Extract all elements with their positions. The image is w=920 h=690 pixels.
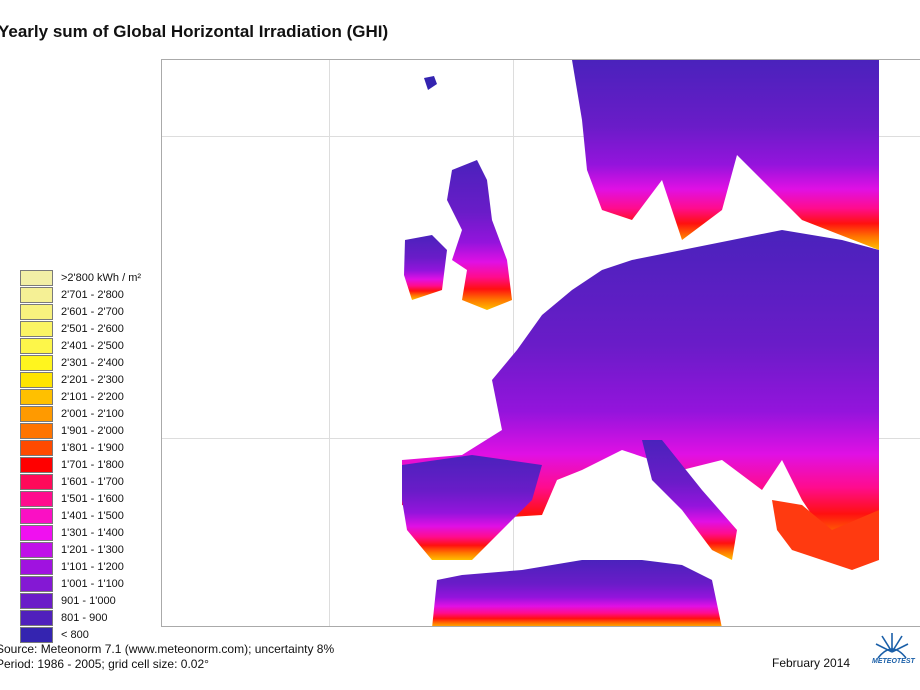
legend-swatch [20,491,53,507]
legend-item: 1'601 - 1'700 [20,474,160,491]
legend-item: < 800 [20,627,160,644]
legend-item: 1'701 - 1'800 [20,457,160,474]
legend-label: 2'101 - 2'200 [61,391,124,403]
legend-label: < 800 [61,629,89,641]
legend-label: >2'800 kWh / m² [61,272,142,284]
legend-item: 1'501 - 1'600 [20,491,160,508]
legend-item: >2'800 kWh / m² [20,270,160,287]
legend-item: 801 - 900 [20,610,160,627]
legend-item: 2'101 - 2'200 [20,389,160,406]
legend-swatch [20,321,53,337]
legend-label: 2'401 - 2'500 [61,340,124,352]
legend-label: 1'801 - 1'900 [61,442,124,454]
grid-line [162,136,920,137]
legend-item: 2'301 - 2'400 [20,355,160,372]
sun-burst-icon [875,633,909,659]
legend-item: 1'001 - 1'100 [20,576,160,593]
legend-item: 2'401 - 2'500 [20,338,160,355]
legend-label: 1'501 - 1'600 [61,493,124,505]
logo-text: METEOTEST [872,658,915,665]
legend-swatch [20,627,53,643]
legend-swatch [20,372,53,388]
legend-swatch [20,440,53,456]
legend-item: 901 - 1'000 [20,593,160,610]
legend-swatch [20,474,53,490]
legend-label: 2'501 - 2'600 [61,323,124,335]
date-text: February 2014 [772,656,851,670]
legend-swatch [20,508,53,524]
legend-item: 1'801 - 1'900 [20,440,160,457]
grid-line [329,60,330,626]
legend-item: 2'701 - 2'800 [20,287,160,304]
grid-line [513,60,514,626]
legend-item: 1'901 - 2'000 [20,423,160,440]
legend-label: 2'201 - 2'300 [61,374,124,386]
legend-label: 1'401 - 1'500 [61,510,124,522]
legend-item: 2'001 - 2'100 [20,406,160,423]
legend-swatch [20,576,53,592]
period-text: Period: 1986 - 2005; grid cell size: 0.0… [0,657,209,671]
legend-label: 1'201 - 1'300 [61,544,124,556]
legend-swatch [20,593,53,609]
legend-label: 2'301 - 2'400 [61,357,124,369]
legend-swatch [20,304,53,320]
legend-swatch [20,270,53,286]
legend-label: 1'601 - 1'700 [61,476,124,488]
legend-label: 2'701 - 2'800 [61,289,124,301]
legend-item: 2'201 - 2'300 [20,372,160,389]
legend-swatch [20,559,53,575]
legend-label: 1'701 - 1'800 [61,459,124,471]
legend-swatch [20,423,53,439]
legend-swatch [20,610,53,626]
legend-item: 1'201 - 1'300 [20,542,160,559]
legend-label: 1'901 - 2'000 [61,425,124,437]
legend-swatch [20,406,53,422]
legend-label: 2'001 - 2'100 [61,408,124,420]
legend-item: 1'301 - 1'400 [20,525,160,542]
legend-item: 1'101 - 1'200 [20,559,160,576]
legend-swatch [20,542,53,558]
legend-swatch [20,525,53,541]
legend-label: 801 - 900 [61,612,108,624]
legend-item: 2'501 - 2'600 [20,321,160,338]
irradiation-map [402,60,879,626]
map-title: Yearly sum of Global Horizontal Irradiat… [0,22,389,41]
legend-swatch [20,355,53,371]
legend-swatch [20,389,53,405]
meteotest-logo: METEOTEST [870,630,918,670]
legend-item: 1'401 - 1'500 [20,508,160,525]
legend-label: 2'601 - 2'700 [61,306,124,318]
legend-label: 901 - 1'000 [61,595,116,607]
legend-label: 1'001 - 1'100 [61,578,124,590]
legend-swatch [20,287,53,303]
legend-label: 1'101 - 1'200 [61,561,124,573]
legend-swatch [20,457,53,473]
legend-item: 2'601 - 2'700 [20,304,160,321]
map-frame [161,59,920,627]
legend-swatch [20,338,53,354]
legend-label: 1'301 - 1'400 [61,527,124,539]
map-footer: Source: Meteonorm 7.1 (www.meteonorm.com… [0,642,334,672]
source-text: Source: Meteonorm 7.1 (www.meteonorm.com… [0,642,335,656]
legend: >2'800 kWh / m² 2'701 - 2'800 2'601 - 2'70… [20,270,160,644]
